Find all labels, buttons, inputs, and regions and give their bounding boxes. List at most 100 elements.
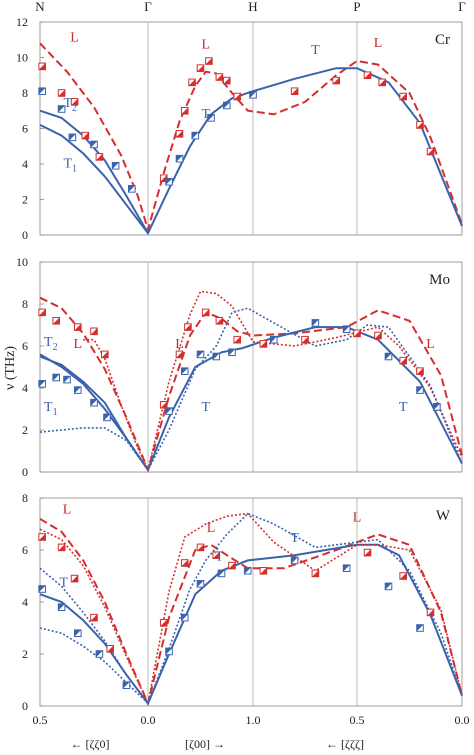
exp-point-t-fill — [38, 380, 46, 388]
exp-point-t-fill — [58, 603, 65, 611]
exp-point-t-fill — [197, 580, 204, 588]
exp-point-t-fill — [312, 319, 319, 327]
exp-point-l-fill — [52, 317, 60, 325]
exp-point-l-fill — [301, 336, 309, 343]
y-axis-label: ν (THz) — [3, 346, 18, 390]
exp-point-t-fill — [343, 564, 350, 572]
y-tick-label: 10 — [16, 51, 28, 65]
exp-point-l-fill — [416, 367, 424, 375]
branch-label-subscript: 2 — [53, 342, 58, 353]
exp-point-t-fill — [165, 648, 173, 655]
exp-point-t-fill — [58, 105, 65, 113]
branch-label-t: T — [311, 43, 320, 58]
series-t-line — [39, 326, 463, 473]
branch-label-l: L — [74, 337, 83, 352]
exp-point-l-fill — [216, 317, 223, 325]
exp-point-l-fill — [106, 645, 114, 653]
exp-point-t-fill — [165, 178, 173, 186]
series-l-line — [39, 296, 463, 473]
series-t2-line — [39, 355, 149, 471]
exp-point-l-fill — [202, 309, 210, 316]
series-t2-line — [39, 124, 149, 234]
exp-point-l-fill — [364, 71, 371, 79]
y-tick-label: 6 — [22, 339, 28, 353]
exp-point-l-fill — [205, 57, 213, 65]
exp-point-l-fill — [197, 64, 204, 72]
exp-point-l-fill — [291, 87, 298, 95]
branch-label-t: T — [201, 107, 210, 122]
exp-point-t-fill — [165, 407, 173, 415]
plot-frame — [39, 21, 463, 236]
plot-frame — [39, 261, 463, 473]
y-tick-label: 2 — [22, 423, 28, 437]
exp-point-l-fill — [101, 351, 109, 358]
branch-label-l: L — [353, 510, 362, 525]
branch-label-subscript: 1 — [53, 407, 58, 418]
exp-point-t-fill — [74, 629, 82, 637]
exp-point-l-fill — [38, 63, 46, 70]
exp-point-l-fill — [416, 121, 424, 129]
exp-point-l-fill — [71, 575, 78, 582]
exp-point-t-fill — [416, 386, 424, 394]
exp-point-t-fill — [52, 374, 60, 381]
exp-point-t-fill — [90, 399, 98, 406]
exp-point-l-fill — [197, 544, 204, 551]
exp-point-l-fill — [427, 609, 434, 616]
branch-label-l: L — [207, 521, 216, 536]
element-label: W — [436, 508, 451, 524]
exp-point-l-fill — [399, 572, 407, 580]
y-tick-label: 4 — [22, 381, 28, 395]
exp-point-t-fill — [270, 336, 278, 343]
series-t-dot-line — [39, 512, 463, 706]
exp-point-l-fill — [58, 89, 65, 97]
branch-label-l: L — [374, 36, 383, 51]
exp-point-l-fill — [90, 614, 98, 621]
plot-frame — [39, 497, 463, 707]
branch-label-t: T — [59, 575, 68, 590]
branch-label-l: L — [201, 38, 210, 53]
exp-point-l-fill — [233, 336, 241, 343]
y-tick-label: 6 — [22, 543, 28, 557]
exp-point-t-fill — [63, 376, 71, 383]
exp-point-t-fill — [128, 185, 136, 193]
y-tick-label: 2 — [22, 193, 28, 207]
branch-label-t: T1 — [63, 157, 77, 175]
exp-point-l-fill — [176, 351, 183, 358]
exp-point-t-fill — [38, 87, 46, 95]
y-tick-label: 12 — [16, 15, 28, 29]
series-l-line — [39, 517, 463, 707]
y-tick-label: 0 — [22, 699, 28, 713]
y-tick-label: 4 — [22, 595, 28, 609]
exp-point-t-fill — [244, 567, 252, 575]
exp-point-t-fill — [249, 91, 257, 99]
y-tick-label: 10 — [16, 255, 28, 269]
exp-point-t-fill — [176, 155, 183, 162]
direction-label: ← [ζζζ] — [326, 737, 364, 751]
exp-point-l-fill — [260, 567, 267, 575]
exp-point-l-fill — [38, 309, 46, 316]
exp-point-l-fill — [427, 148, 434, 155]
branch-label-t: T — [290, 531, 299, 546]
exp-point-t-fill — [197, 351, 204, 358]
branch-label-t: T — [215, 549, 224, 564]
branch-label-l: L — [70, 31, 79, 46]
exp-point-t-fill — [38, 585, 46, 593]
y-tick-label: 0 — [22, 465, 28, 479]
x-tick-label: 1.0 — [246, 713, 261, 727]
exp-point-l-fill — [399, 93, 407, 100]
exp-point-l-fill — [82, 132, 89, 139]
exp-point-l-fill — [90, 328, 98, 335]
series-l-line — [39, 42, 463, 234]
exp-point-t-fill — [181, 367, 189, 375]
exp-point-l-fill — [399, 357, 407, 364]
symmetry-point-label: H — [248, 0, 257, 14]
exp-point-l-fill — [58, 544, 65, 551]
y-tick-label: 0 — [22, 228, 28, 242]
exp-point-t-fill — [433, 403, 441, 411]
exp-point-l-fill — [216, 73, 223, 81]
branch-label-t: T — [399, 400, 408, 415]
exp-point-l-fill — [96, 153, 103, 161]
series-l-dot-line — [83, 290, 463, 473]
exp-point-t-fill — [385, 583, 392, 590]
